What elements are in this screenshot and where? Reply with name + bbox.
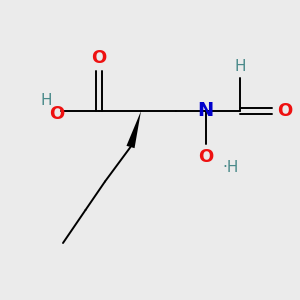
Polygon shape	[127, 111, 141, 148]
Text: ·H: ·H	[222, 160, 238, 175]
Text: O: O	[50, 105, 64, 123]
Text: H: H	[234, 59, 246, 74]
Text: N: N	[197, 101, 214, 121]
Text: O: O	[198, 148, 213, 166]
Text: O: O	[277, 102, 292, 120]
Text: O: O	[92, 49, 106, 67]
Text: H: H	[41, 93, 52, 108]
